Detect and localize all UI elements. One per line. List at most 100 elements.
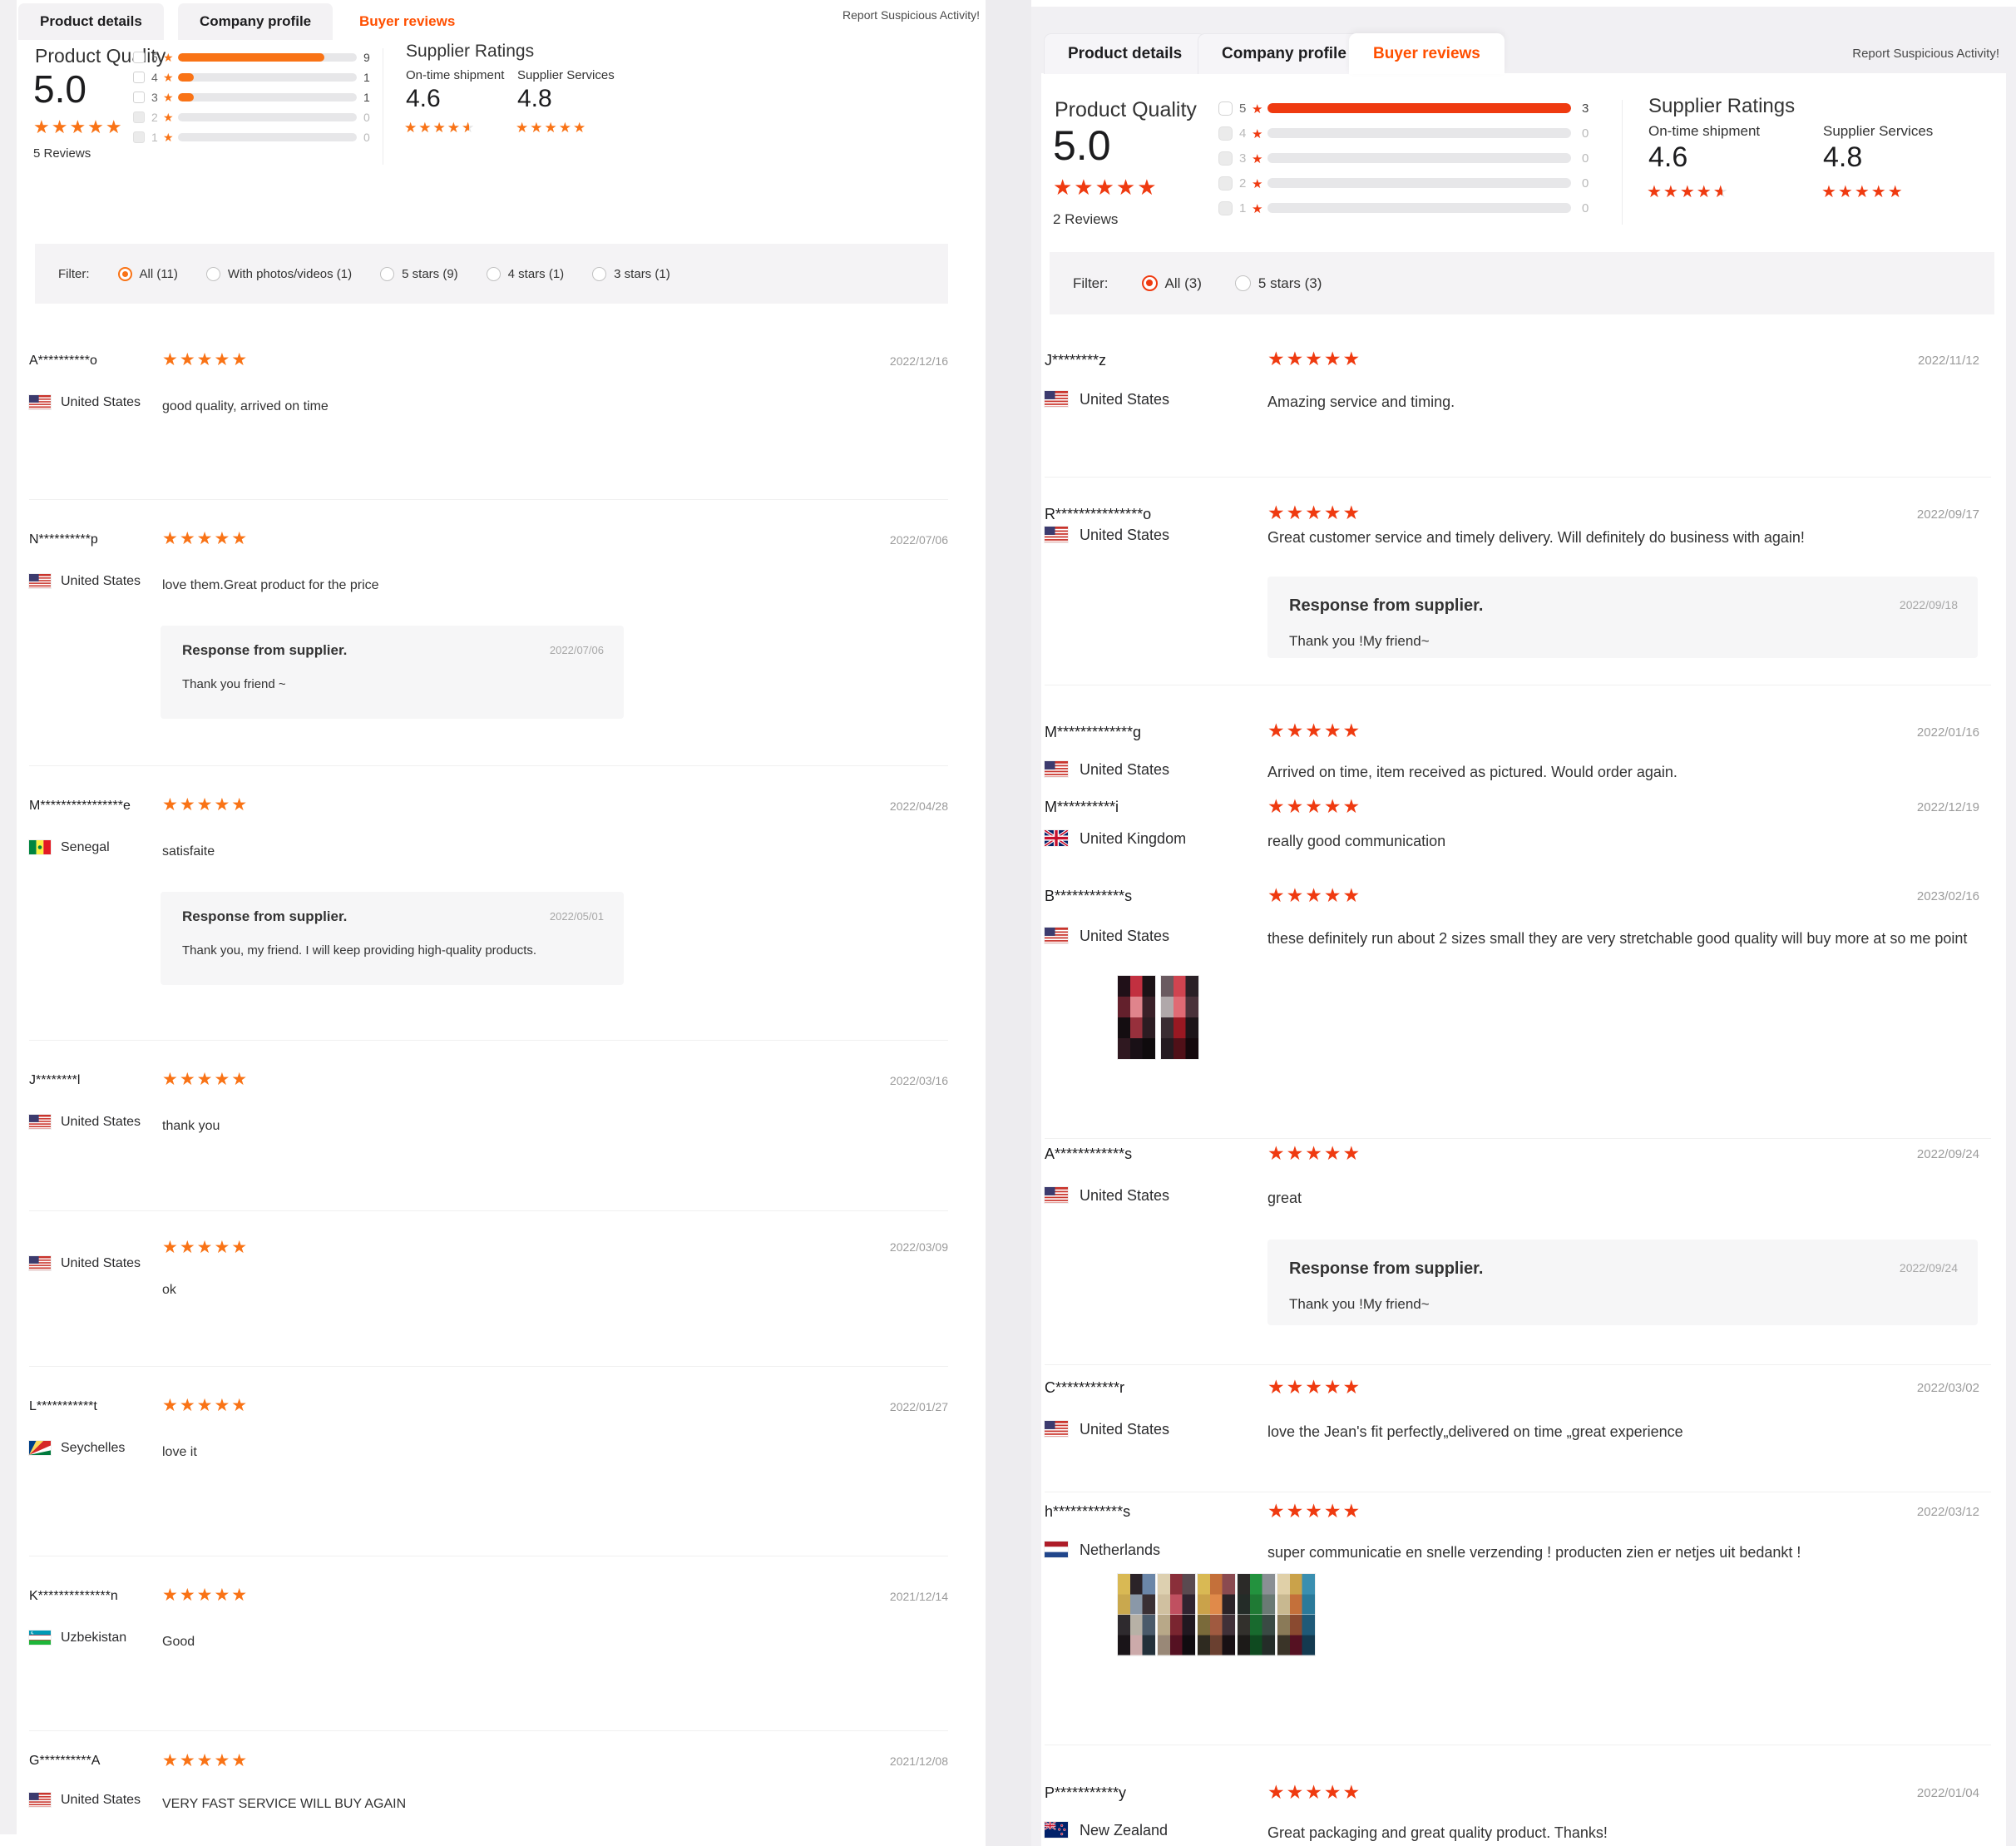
filter-option-5-stars[interactable]: 5 stars (9) bbox=[380, 266, 458, 281]
filter-option-4-stars[interactable]: 4 stars (1) bbox=[486, 266, 564, 281]
review-item: h************s ★★★★★ 2022/03/12 Netherla… bbox=[1045, 1492, 1991, 1745]
radio-icon[interactable] bbox=[205, 266, 220, 281]
histogram-star-label: 3 bbox=[1239, 151, 1247, 166]
review-item: J********l ★★★★★ 2022/03/16 United State… bbox=[29, 1040, 948, 1211]
review-photo[interactable] bbox=[1158, 1574, 1195, 1655]
histogram-bar-3 bbox=[1267, 153, 1571, 163]
product-quality-label: Product Quality bbox=[1055, 98, 1197, 121]
review-text: Great customer service and timely delive… bbox=[1267, 529, 1805, 546]
review-item: K**************n ★★★★★ 2021/12/14 Uzbeki… bbox=[29, 1556, 948, 1731]
filter-option-3-stars[interactable]: 3 stars (1) bbox=[592, 266, 670, 281]
histogram-count-4: 0 bbox=[1582, 126, 1589, 141]
filter-5-star-checkbox[interactable] bbox=[133, 52, 145, 63]
right-review-panel: Product details Company profile Buyer re… bbox=[1031, 7, 2016, 1846]
reviewer-country: United States bbox=[61, 574, 141, 588]
review-date: 2022/11/12 bbox=[1918, 354, 1979, 368]
review-date: 2022/09/24 bbox=[1916, 1147, 1979, 1161]
histogram-bar-5 bbox=[178, 53, 357, 62]
reviewer-name: L***********t bbox=[29, 1399, 97, 1413]
review-item: M****************e ★★★★★ 2022/04/28 Sene… bbox=[29, 765, 948, 1041]
review-photo[interactable] bbox=[1238, 1574, 1275, 1655]
review-photo[interactable] bbox=[1118, 1574, 1155, 1655]
review-date: 2021/12/08 bbox=[889, 1754, 948, 1768]
review-text: love the Jean's fit perfectly„delivered … bbox=[1267, 1423, 1683, 1440]
reviewer-name: B************s bbox=[1045, 888, 1133, 904]
review-text: love them.Great product for the price bbox=[162, 578, 379, 592]
review-text: satisfaite bbox=[162, 844, 215, 859]
reviewer-name: N**********p bbox=[29, 532, 98, 547]
product-quality-label: Product Quality bbox=[35, 45, 166, 67]
filter-option-all[interactable]: All (11) bbox=[117, 266, 178, 281]
review-text: really good communication bbox=[1267, 833, 1446, 849]
filter-option-photos[interactable]: With photos/videos (1) bbox=[205, 266, 352, 281]
review-photo[interactable] bbox=[1161, 976, 1198, 1059]
filter-4-star-checkbox[interactable] bbox=[1218, 126, 1233, 141]
product-quality-stars-icon: ★★★★★ bbox=[33, 116, 124, 137]
review-date: 2022/03/02 bbox=[1916, 1381, 1979, 1395]
supplier-ratings-title: Supplier Ratings bbox=[1648, 95, 1796, 117]
review-stars-icon: ★★★★★ bbox=[162, 795, 250, 814]
filter-option-all[interactable]: All (3) bbox=[1141, 275, 1202, 292]
review-photo[interactable] bbox=[1277, 1574, 1315, 1655]
reviewer-name: C***********r bbox=[1045, 1379, 1125, 1396]
reviewer-name: G**********A bbox=[29, 1754, 101, 1768]
tab-buyer-reviews[interactable]: Buyer reviews bbox=[338, 3, 477, 40]
response-date: 2022/07/06 bbox=[549, 644, 604, 656]
flag-united-states-icon bbox=[1045, 1421, 1068, 1437]
review-item: M**********i ★★★★★ 2022/12/19 United Kin… bbox=[1045, 789, 1991, 880]
flag-seychelles-icon bbox=[29, 1441, 51, 1455]
review-date: 2022/03/16 bbox=[889, 1074, 948, 1087]
filter-4-star-checkbox[interactable] bbox=[133, 72, 145, 83]
radio-selected-icon[interactable] bbox=[117, 266, 132, 281]
star-icon: ★ bbox=[1252, 127, 1263, 141]
filter-bar: Filter: All (3) 5 stars (3) bbox=[1050, 252, 1994, 314]
tab-company-profile[interactable]: Company profile bbox=[1198, 33, 1371, 74]
response-date: 2022/09/18 bbox=[1899, 598, 1958, 611]
filter-3-star-checkbox[interactable] bbox=[1218, 151, 1233, 166]
tab-company-profile[interactable]: Company profile bbox=[178, 3, 334, 40]
tab-product-details[interactable]: Product details bbox=[18, 3, 164, 40]
filter-1-star-checkbox[interactable] bbox=[133, 131, 145, 143]
report-suspicious-link[interactable]: Report Suspicious Activity! bbox=[842, 8, 980, 22]
flag-united-states-icon bbox=[1045, 1187, 1068, 1203]
review-stars-icon: ★★★★★ bbox=[1267, 1142, 1362, 1164]
filter-option-5-stars[interactable]: 5 stars (3) bbox=[1234, 275, 1322, 292]
supplier-services-value: 4.8 bbox=[517, 85, 552, 112]
review-date: 2022/03/09 bbox=[889, 1240, 948, 1254]
radio-icon[interactable] bbox=[380, 266, 395, 281]
flag-united-states-icon bbox=[29, 1256, 51, 1270]
filter-5-star-checkbox[interactable] bbox=[1218, 101, 1233, 116]
filter-3-star-checkbox[interactable] bbox=[133, 92, 145, 103]
review-item: A************s ★★★★★ 2022/09/24 United S… bbox=[1045, 1138, 1991, 1365]
flag-netherlands-icon bbox=[1045, 1542, 1068, 1557]
histogram-count-1: 0 bbox=[363, 131, 370, 144]
flag-united-states-icon bbox=[1045, 391, 1068, 407]
filter-2-star-checkbox[interactable] bbox=[133, 111, 145, 123]
filter-1-star-checkbox[interactable] bbox=[1218, 201, 1233, 215]
review-photo[interactable] bbox=[1118, 976, 1155, 1059]
reviewer-country: United States bbox=[61, 1115, 141, 1129]
radio-selected-icon[interactable] bbox=[1141, 275, 1158, 291]
tab-product-details[interactable]: Product details bbox=[1044, 33, 1207, 74]
review-stars-icon: ★★★★★ bbox=[162, 1396, 250, 1415]
radio-icon[interactable] bbox=[592, 266, 607, 281]
reviewer-country: United States bbox=[61, 1256, 141, 1270]
review-item: M*************g ★★★★★ 2022/01/16 United … bbox=[1045, 685, 1991, 789]
star-icon: ★ bbox=[163, 71, 174, 84]
review-date: 2022/04/28 bbox=[889, 799, 948, 813]
review-date: 2022/09/17 bbox=[1916, 507, 1979, 522]
filter-2-star-checkbox[interactable] bbox=[1218, 176, 1233, 191]
review-date: 2022/01/16 bbox=[1916, 725, 1979, 740]
review-item: A**********o ★★★★★ 2022/12/16 United Sta… bbox=[29, 320, 948, 500]
reviewer-country: United States bbox=[1080, 527, 1170, 543]
review-photo[interactable] bbox=[1198, 1574, 1235, 1655]
radio-icon[interactable] bbox=[1234, 275, 1251, 291]
star-icon: ★ bbox=[163, 91, 174, 104]
histogram-count-5: 3 bbox=[1582, 101, 1589, 116]
radio-icon[interactable] bbox=[486, 266, 501, 281]
review-date: 2023/02/16 bbox=[1916, 889, 1979, 903]
reviewer-name: J********z bbox=[1045, 352, 1107, 369]
report-suspicious-link[interactable]: Report Suspicious Activity! bbox=[1852, 47, 1999, 61]
tab-buyer-reviews[interactable]: Buyer reviews bbox=[1349, 33, 1505, 74]
